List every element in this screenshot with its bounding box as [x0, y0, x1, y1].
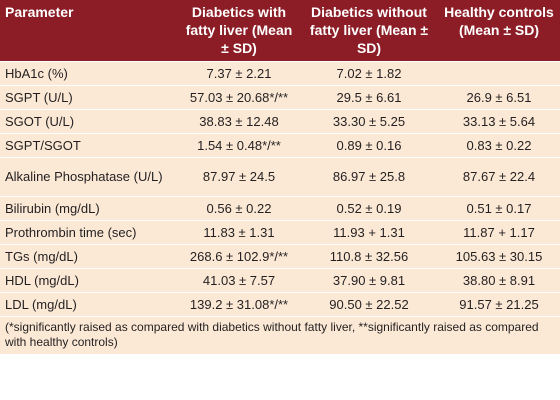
healthy-controls-value-cell: 0.51 ± 0.17 — [438, 196, 560, 221]
table-body: HbA1c (%) 7.37 ± 2.21 7.02 ± 1.82 SGPT (U/L… — [0, 61, 560, 316]
table-row: SGPT (U/L) 57.03 ± 20.68*/** 29.5 ± 6.61 26… — [0, 85, 560, 110]
no-fatty-liver-value-cell: 0.89 ± 0.16 — [300, 133, 438, 158]
table-row: Bilirubin (mg/dL) 0.56 ± 0.22 0.52 ± 0.19 0… — [0, 196, 560, 221]
healthy-controls-value-cell: 91.57 ± 21.25 — [438, 292, 560, 316]
parameter-cell: SGPT/SGOT — [0, 133, 178, 158]
header-parameter: Parameter — [0, 0, 178, 62]
parameter-cell: HbA1c (%) — [0, 61, 178, 86]
table-row: HbA1c (%) 7.37 ± 2.21 7.02 ± 1.82 — [0, 61, 560, 86]
parameter-cell: SGPT (U/L) — [0, 85, 178, 110]
header-healthy-controls: Healthy controls (Mean ± SD) — [438, 0, 560, 62]
no-fatty-liver-value-cell: 11.93 + 1.31 — [300, 220, 438, 245]
comparison-table: Parameter Diabetics with fatty liver (Me… — [0, 0, 560, 316]
parameter-cell: Alkaline Phosphatase (U/L) — [0, 157, 178, 197]
no-fatty-liver-value-cell: 90.50 ± 22.52 — [300, 292, 438, 316]
healthy-controls-value-cell: 38.80 ± 8.91 — [438, 268, 560, 293]
no-fatty-liver-value-cell: 7.02 ± 1.82 — [300, 61, 438, 86]
table-row: Alkaline Phosphatase (U/L) 87.97 ± 24.5 86… — [0, 157, 560, 197]
no-fatty-liver-value-cell: 37.90 ± 9.81 — [300, 268, 438, 293]
parameter-cell: Bilirubin (mg/dL) — [0, 196, 178, 221]
header-diabetics-without-fatty-liver: Diabetics without fatty liver (Mean ± SD… — [300, 0, 438, 62]
no-fatty-liver-value-cell: 33.30 ± 5.25 — [300, 109, 438, 134]
fatty-liver-value-cell: 1.54 ± 0.48*/** — [178, 133, 300, 158]
fatty-liver-value-cell: 57.03 ± 20.68*/** — [178, 85, 300, 110]
table-row: HDL (mg/dL) 41.03 ± 7.57 37.90 ± 9.81 38.80… — [0, 268, 560, 293]
table-row: SGPT/SGOT 1.54 ± 0.48*/** 0.89 ± 0.16 0.83 … — [0, 133, 560, 158]
healthy-controls-value-cell: 33.13 ± 5.64 — [438, 109, 560, 134]
fatty-liver-value-cell: 268.6 ± 102.9*/** — [178, 244, 300, 269]
fatty-liver-value-cell: 41.03 ± 7.57 — [178, 268, 300, 293]
healthy-controls-value-cell: 105.63 ± 30.15 — [438, 244, 560, 269]
no-fatty-liver-value-cell: 29.5 ± 6.61 — [300, 85, 438, 110]
data-table-wrapper: Parameter Diabetics with fatty liver (Me… — [0, 0, 560, 354]
healthy-controls-value-cell: 87.67 ± 22.4 — [438, 157, 560, 197]
table-row: Prothrombin time (sec) 11.83 ± 1.31 11.93 … — [0, 220, 560, 245]
fatty-liver-value-cell: 139.2 ± 31.08*/** — [178, 292, 300, 316]
healthy-controls-value-cell: 26.9 ± 6.51 — [438, 85, 560, 110]
parameter-cell: LDL (mg/dL) — [0, 292, 178, 316]
table-footnote: (*significantly raised as compared with … — [0, 316, 560, 354]
header-row: Parameter Diabetics with fatty liver (Me… — [0, 0, 560, 62]
parameter-cell: Prothrombin time (sec) — [0, 220, 178, 245]
table-row: TGs (mg/dL) 268.6 ± 102.9*/** 110.8 ± 32.5… — [0, 244, 560, 269]
fatty-liver-value-cell: 38.83 ± 12.48 — [178, 109, 300, 134]
no-fatty-liver-value-cell: 86.97 ± 25.8 — [300, 157, 438, 197]
healthy-controls-value-cell: 11.87 + 1.17 — [438, 220, 560, 245]
healthy-controls-value-cell — [438, 61, 560, 86]
no-fatty-liver-value-cell: 0.52 ± 0.19 — [300, 196, 438, 221]
fatty-liver-value-cell: 0.56 ± 0.22 — [178, 196, 300, 221]
parameter-cell: HDL (mg/dL) — [0, 268, 178, 293]
header-diabetics-fatty-liver: Diabetics with fatty liver (Mean ± SD) — [178, 0, 300, 62]
fatty-liver-value-cell: 11.83 ± 1.31 — [178, 220, 300, 245]
table-header: Parameter Diabetics with fatty liver (Me… — [0, 0, 560, 62]
fatty-liver-value-cell: 87.97 ± 24.5 — [178, 157, 300, 197]
table-row: LDL (mg/dL) 139.2 ± 31.08*/** 90.50 ± 22.5… — [0, 292, 560, 316]
fatty-liver-value-cell: 7.37 ± 2.21 — [178, 61, 300, 86]
parameter-cell: SGOT (U/L) — [0, 109, 178, 134]
no-fatty-liver-value-cell: 110.8 ± 32.56 — [300, 244, 438, 269]
parameter-cell: TGs (mg/dL) — [0, 244, 178, 269]
table-row: SGOT (U/L) 38.83 ± 12.48 33.30 ± 5.25 33.13… — [0, 109, 560, 134]
healthy-controls-value-cell: 0.83 ± 0.22 — [438, 133, 560, 158]
